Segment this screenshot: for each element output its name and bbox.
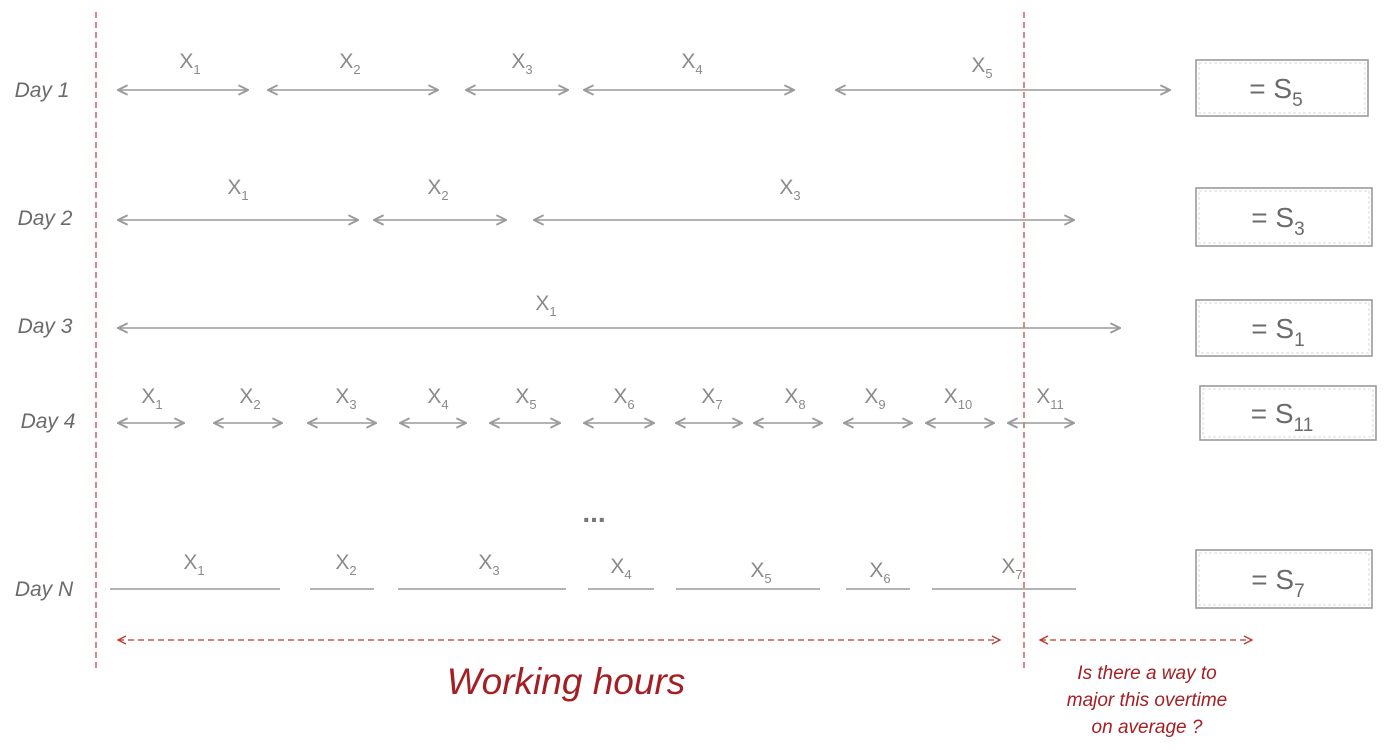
sum-box-texture xyxy=(1198,62,1366,114)
interval-label: X11 xyxy=(1036,385,1064,412)
interval-label: X4 xyxy=(427,385,448,412)
sum-box xyxy=(1195,59,1369,117)
interval-label: X1 xyxy=(535,292,556,319)
day-label: Day 2 xyxy=(18,207,73,230)
sum-box-texture xyxy=(1202,388,1374,438)
sum-label: = S7 xyxy=(1251,564,1304,602)
day-row: Day N X1 X2 X3 X4 X5 X6 X7 = S7 xyxy=(15,549,1373,609)
day-rows: Day 1 X1 X2 X3 X4 X5 = S5 Day 2 X1 X2 X3 = S3 Day 3 X… xyxy=(15,50,1377,609)
day-row: Day 3 X1 = S1 xyxy=(18,292,1373,357)
interval-label: X2 xyxy=(339,50,360,77)
interval-label: X3 xyxy=(779,176,800,203)
sum-box-texture xyxy=(1198,302,1370,354)
interval-label: X1 xyxy=(179,50,200,77)
interval-label: X1 xyxy=(183,551,204,578)
sum-box xyxy=(1195,299,1373,357)
interval-label: X3 xyxy=(335,385,356,412)
interval-label: X1 xyxy=(141,385,162,412)
interval-label: X2 xyxy=(427,176,448,203)
overtime-question-line-2: major this overtime xyxy=(1067,690,1228,711)
sum-label: = S1 xyxy=(1251,313,1304,351)
sum-box xyxy=(1199,385,1377,441)
sum-box xyxy=(1195,549,1373,609)
interval-label: X7 xyxy=(1001,555,1022,582)
ellipsis: ... xyxy=(582,497,605,528)
day-row: Day 1 X1 X2 X3 X4 X5 = S5 xyxy=(15,50,1369,117)
interval-label: X3 xyxy=(478,551,499,578)
interval-label: X5 xyxy=(515,385,536,412)
day-label: Day 3 xyxy=(18,315,73,338)
sum-box xyxy=(1195,187,1373,247)
sum-label: = S11 xyxy=(1251,398,1314,436)
interval-label: X5 xyxy=(971,54,992,81)
day-row: Day 2 X1 X2 X3 = S3 xyxy=(18,176,1373,247)
interval-label: X4 xyxy=(681,50,702,77)
sum-box-texture xyxy=(1198,552,1370,606)
interval-label: X6 xyxy=(613,385,634,412)
day-label: Day 4 xyxy=(21,410,76,433)
interval-label: X7 xyxy=(701,385,722,412)
interval-label: X9 xyxy=(864,385,885,412)
day-label: Day 1 xyxy=(15,79,70,102)
interval-label: X10 xyxy=(944,385,972,412)
interval-label: X1 xyxy=(227,176,248,203)
interval-label: X2 xyxy=(335,551,356,578)
interval-label: X8 xyxy=(784,385,805,412)
interval-label: X4 xyxy=(610,555,631,582)
sum-label: = S5 xyxy=(1249,73,1302,111)
interval-label: X5 xyxy=(750,559,771,586)
working-hours-label: Working hours xyxy=(447,661,686,702)
overtime-question-line-3: on average ? xyxy=(1092,717,1203,738)
interval-label: X2 xyxy=(239,385,260,412)
interval-label: X6 xyxy=(869,559,890,586)
sum-box-texture xyxy=(1198,190,1370,244)
day-label: Day N xyxy=(15,578,74,601)
overtime-question-line-1: Is there a way to xyxy=(1077,663,1216,684)
interval-label: X3 xyxy=(511,50,532,77)
sum-label: = S3 xyxy=(1251,202,1304,240)
day-row: Day 4 X1 X2 X3 X4 X5 X6 X7 X8 X9 X10 X11 = S11 xyxy=(21,385,1377,441)
